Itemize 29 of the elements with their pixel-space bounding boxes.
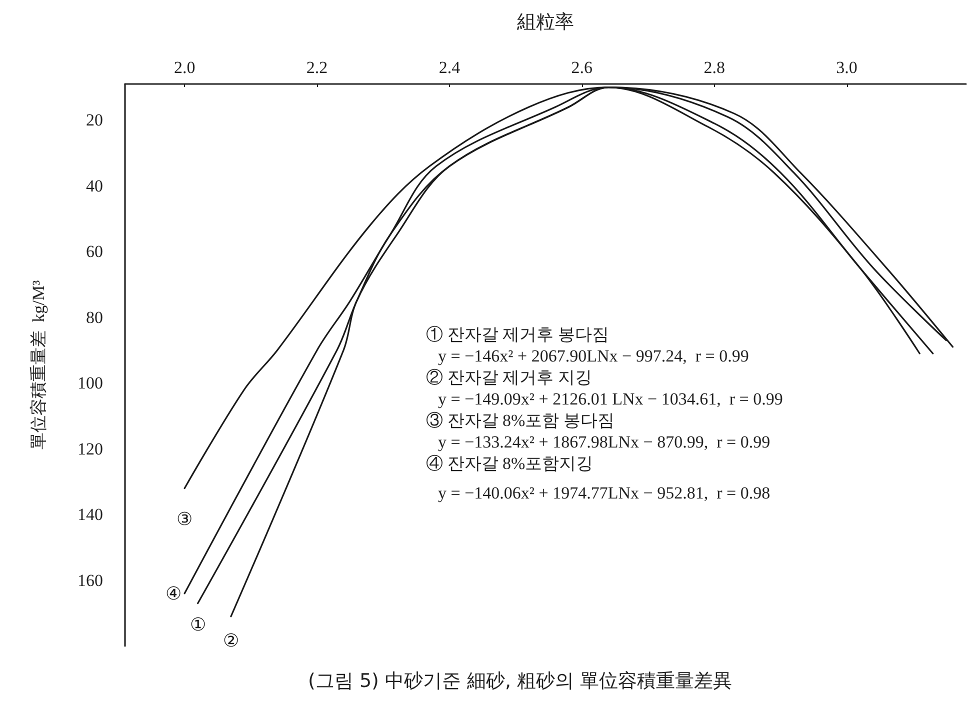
y-tick-label: 80 bbox=[86, 308, 103, 327]
annotation: y = −149.09x² + 2126.01 LNx − 1034.61, r = 0.99 bbox=[438, 390, 783, 408]
x-tick-label: 3.0 bbox=[836, 58, 858, 77]
x-tick-label: 2.4 bbox=[438, 58, 461, 77]
series-label: ② bbox=[222, 630, 239, 650]
annotation: y = −146x² + 2067.90LNx − 997.24, r = 0.99 bbox=[438, 346, 749, 366]
annotation: y = −133.24x² + 1867.98LNx − 870.99, r = 0.99 bbox=[438, 432, 770, 452]
y-tick-label: 120 bbox=[78, 439, 103, 458]
x-tick-label: 2.0 bbox=[174, 58, 196, 77]
series-label: ③ bbox=[176, 509, 193, 530]
annotation: ④ 잔자갈 8%포함지깅 bbox=[426, 454, 594, 473]
annotation: ③ 잔자갈 8%포함 봉다짐 bbox=[426, 411, 614, 430]
y-tick-label: 160 bbox=[78, 570, 103, 590]
series-label: ① bbox=[190, 614, 206, 634]
annotation: y = −140.06x² + 1974.77LNx − 952.81, r = 0.98 bbox=[438, 484, 770, 502]
y-tick-label: 40 bbox=[86, 176, 103, 196]
annotation: ① 잔자갈 제거후 봉다짐 bbox=[426, 325, 609, 344]
x-tick-label: 2.6 bbox=[571, 58, 593, 77]
y-tick-label: 60 bbox=[86, 242, 103, 262]
y-tick-label: 20 bbox=[86, 110, 103, 130]
y-axis-title: 單位容積重量差 kg/M³ bbox=[29, 280, 48, 450]
x-tick-label: 2.8 bbox=[704, 58, 725, 77]
x-tick-label: 2.2 bbox=[306, 58, 328, 77]
y-tick-label: 140 bbox=[78, 505, 103, 524]
x-axis-title: 組粒率 bbox=[516, 11, 574, 33]
y-tick-label: 100 bbox=[78, 374, 103, 393]
text: (그림 5) 中砂기준 細砂, 粗砂의 單位容積重量差異 bbox=[308, 670, 732, 692]
series-label: ④ bbox=[166, 583, 182, 604]
annotation: ② 잔자갈 제거후 지깅 bbox=[426, 368, 592, 387]
